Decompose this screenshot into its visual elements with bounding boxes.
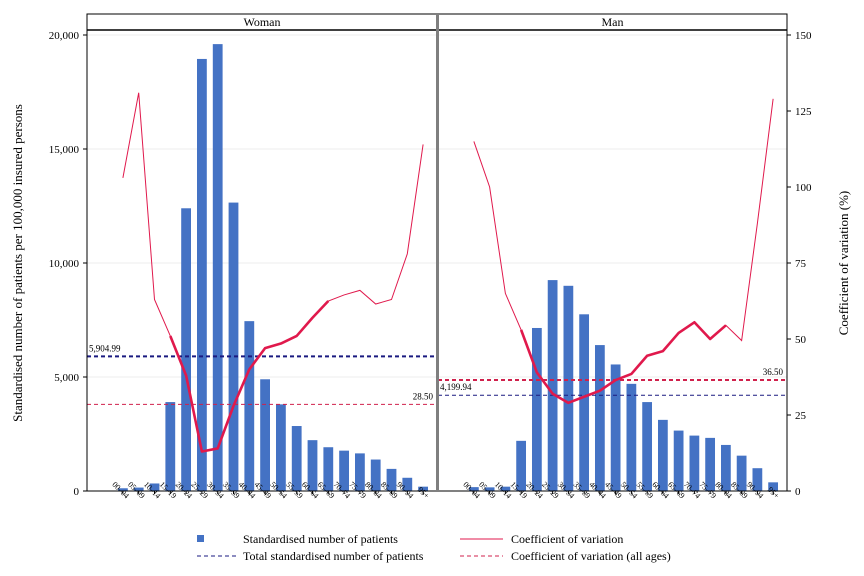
panel-man: 00–0405–0910–1415–1920–2425–2930–3435–39… [438,98,787,501]
y-left-tick-label: 0 [74,486,80,498]
y-right-tick-label: 25 [795,410,807,422]
x-tick-label: 00–04 [461,480,482,501]
legend-bars-label: Standardised number of patients [243,532,398,546]
panels: 00–0405–0910–1415–1920–2425–2930–3435–39… [87,44,787,501]
bar [197,58,207,491]
panel-title: Man [602,15,624,29]
panel-title: Woman [243,15,280,29]
bar [181,208,191,491]
bar [626,383,637,491]
bar [228,202,239,491]
legend-total-label: Total standardised number of patients [243,549,424,563]
y-left-tick-label: 15,000 [49,144,80,156]
x-tick-label: 10–14 [142,480,163,501]
bar [323,447,334,491]
y-left-tick-label: 20,000 [49,30,80,42]
bar [133,487,144,491]
bar [736,455,747,491]
bar [752,468,763,491]
x-tick-label: 95+ [416,485,432,501]
bar [339,450,349,491]
cv-line [473,98,774,404]
bar [531,327,542,491]
y-right-tick-label: 125 [795,106,812,118]
legend-cv-label: Coefficient of variation [511,532,623,546]
y-right-tick-label: 150 [795,30,812,42]
bar [118,488,128,491]
cv-line [122,92,424,453]
legend-cv-all-label: Coefficient of variation (all ages) [511,549,671,563]
bar [579,314,590,491]
panel-woman: 00–0405–0910–1415–1920–2425–2930–3435–39… [87,44,437,501]
bar [370,459,381,491]
cv-line-highlight [169,300,330,453]
bar [244,321,255,491]
x-tick-label: 05–09 [477,480,498,501]
x-tick-label: 10–14 [493,480,514,501]
bar [307,440,318,491]
x-tick-label: 00–04 [110,480,131,501]
x-tick-label: 05–09 [126,480,147,501]
x-tick-label: 95+ [766,485,782,501]
legend: Standardised number of patients Coeffici… [197,532,671,563]
y-left-tick-label: 10,000 [49,258,80,270]
cv-all-label: 36.50 [763,367,784,377]
bar [165,402,176,491]
bar [212,44,223,492]
y-right-tick-label: 100 [795,182,812,194]
y-right-tick-label: 0 [795,486,801,498]
bar [689,435,700,491]
bar [500,486,511,491]
y-left-tick-label: 5,000 [54,372,79,384]
total-label: 4,199.94 [440,382,472,392]
bar [642,402,653,491]
legend-bars-swatch [197,535,204,542]
bar [768,482,779,491]
y-right-tick-label: 50 [795,334,807,346]
bar [484,487,495,491]
total-label: 5,904.99 [89,343,121,353]
bar [547,280,558,491]
bar [402,477,413,491]
cv-all-label: 28.50 [413,391,434,401]
y-right-tick-label: 75 [795,258,807,270]
bar [276,404,286,491]
bar [594,345,605,491]
y-axis-title-right: Coefficient of variation (%) [836,191,851,336]
bar [355,453,365,491]
bar [610,364,621,491]
cv-line-highlight [519,320,727,405]
bar [563,285,574,491]
bar [673,430,684,491]
bar [291,426,302,491]
bar [705,437,716,491]
bar [468,487,479,491]
bar [720,444,731,491]
panel-frames: Woman Man [86,13,788,492]
axes: 0 5,000 10,000 15,000 20,000 0 25 50 75 100 125 150 [49,30,812,498]
bar [418,486,428,491]
bar [149,483,160,491]
bar [260,379,270,491]
bar [657,419,668,491]
y-axis-title-left: Standardised number of patients per 100,… [10,104,25,422]
bar [516,440,527,491]
bar [386,468,397,491]
